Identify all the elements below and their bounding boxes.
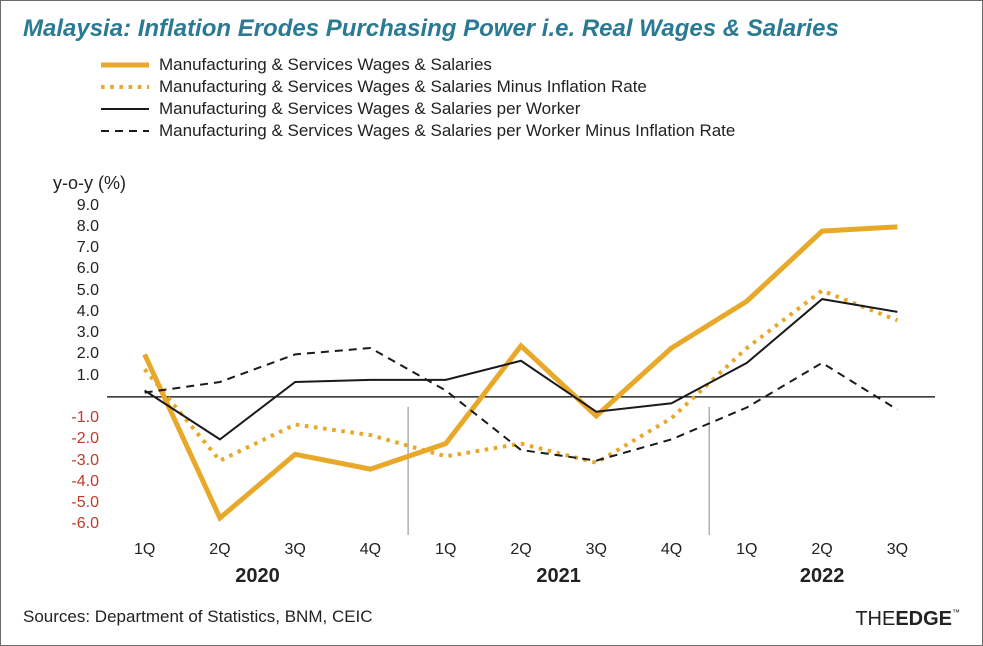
line-chart — [65, 195, 941, 535]
x-tick-label: 3Q — [280, 541, 310, 559]
x-tick-label: 2Q — [506, 541, 536, 559]
legend-item: Manufacturing & Services Wages & Salarie… — [101, 121, 982, 141]
x-tick-label: 3Q — [581, 541, 611, 559]
x-year-label: 2020 — [218, 565, 298, 588]
y-tick-label: 4.0 — [59, 303, 99, 321]
x-tick-label: 1Q — [732, 541, 762, 559]
legend-swatch — [101, 101, 149, 117]
y-tick-label: 1.0 — [59, 367, 99, 385]
y-tick-label: -1.0 — [59, 409, 99, 427]
legend-label: Manufacturing & Services Wages & Salarie… — [159, 121, 735, 141]
y-tick-label: 8.0 — [59, 218, 99, 236]
y-tick-label: 2.0 — [59, 345, 99, 363]
legend-swatch — [101, 79, 149, 95]
y-tick-label: 9.0 — [59, 197, 99, 215]
x-tick-label: 4Q — [355, 541, 385, 559]
x-tick-label: 1Q — [431, 541, 461, 559]
x-tick-label: 3Q — [882, 541, 912, 559]
x-tick-label: 1Q — [130, 541, 160, 559]
legend-item: Manufacturing & Services Wages & Salarie… — [101, 77, 982, 97]
brand-thin: THE — [855, 608, 895, 630]
sources-text: Sources: Department of Statistics, BNM, … — [23, 607, 373, 627]
chart-title: Malaysia: Inflation Erodes Purchasing Po… — [1, 1, 982, 51]
brand-bold: EDGE — [895, 608, 952, 630]
y-tick-label: -4.0 — [59, 473, 99, 491]
legend-swatch — [101, 123, 149, 139]
legend-item: Manufacturing & Services Wages & Salarie… — [101, 99, 982, 119]
legend-label: Manufacturing & Services Wages & Salarie… — [159, 77, 647, 97]
x-tick-label: 2Q — [205, 541, 235, 559]
y-tick-label: 5.0 — [59, 282, 99, 300]
y-tick-label: 6.0 — [59, 260, 99, 278]
legend-label: Manufacturing & Services Wages & Salarie… — [159, 55, 492, 75]
y-tick-label: 7.0 — [59, 239, 99, 257]
chart-plot-area: 9.08.07.06.05.04.03.02.01.0-1.0-2.0-3.0-… — [65, 195, 941, 535]
x-year-label: 2021 — [519, 565, 599, 588]
y-axis-label: y-o-y (%) — [53, 173, 126, 194]
brand-logo: THEEDGE™ — [855, 608, 960, 631]
y-tick-label: -2.0 — [59, 430, 99, 448]
y-tick-label: 3.0 — [59, 324, 99, 342]
y-tick-label: -5.0 — [59, 494, 99, 512]
legend: Manufacturing & Services Wages & Salarie… — [1, 51, 982, 153]
x-tick-label: 2Q — [807, 541, 837, 559]
y-tick-label: -3.0 — [59, 452, 99, 470]
x-year-label: 2022 — [782, 565, 862, 588]
legend-swatch — [101, 57, 149, 73]
legend-label: Manufacturing & Services Wages & Salarie… — [159, 99, 580, 119]
y-tick-label: -6.0 — [59, 515, 99, 533]
legend-item: Manufacturing & Services Wages & Salarie… — [101, 55, 982, 75]
x-tick-label: 4Q — [657, 541, 687, 559]
